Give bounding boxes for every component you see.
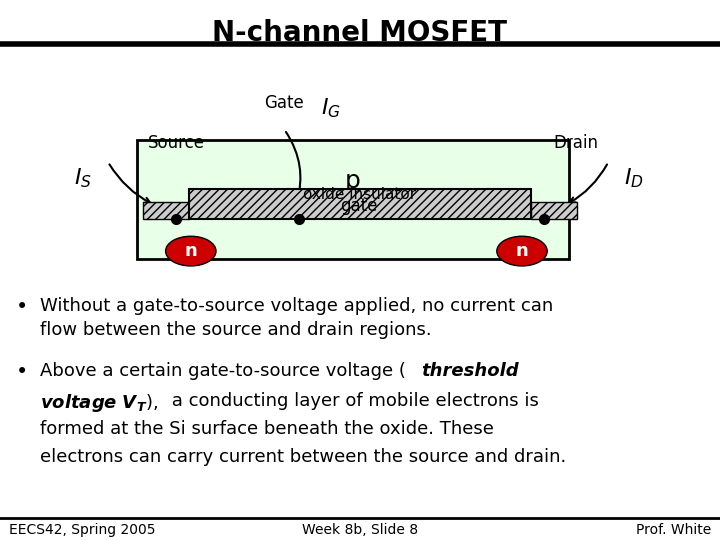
Bar [189,189,531,219]
Text: Prof. White: Prof. White [636,523,711,537]
Bar [137,140,569,259]
Text: $\bfit{voltage}\ \bfit{V_T}$),: $\bfit{voltage}\ \bfit{V_T}$), [40,392,158,414]
Text: formed at the Si surface beneath the oxide. These: formed at the Si surface beneath the oxi… [40,420,493,437]
Text: n: n [516,242,528,260]
Ellipse shape [166,236,216,266]
Text: p: p [345,169,361,193]
Bar [531,202,577,219]
Text: EECS42, Spring 2005: EECS42, Spring 2005 [9,523,155,537]
Text: a conducting layer of mobile electrons is: a conducting layer of mobile electrons i… [166,392,539,409]
Text: electrons can carry current between the source and drain.: electrons can carry current between the … [40,448,566,465]
Text: threshold: threshold [421,362,519,380]
Text: Without a gate-to-source voltage applied, no current can
flow between the source: Without a gate-to-source voltage applied… [40,297,553,339]
Ellipse shape [497,236,547,266]
Text: $I_G$: $I_G$ [321,96,341,120]
Text: gate: gate [341,197,378,215]
Text: $I_D$: $I_D$ [624,166,644,190]
Text: Gate: Gate [264,93,305,112]
Bar [143,202,189,219]
Text: Source: Source [148,134,205,152]
Text: Week 8b, Slide 8: Week 8b, Slide 8 [302,523,418,537]
Text: Above a certain gate-to-source voltage (: Above a certain gate-to-source voltage ( [40,362,409,380]
Text: Drain: Drain [554,134,598,152]
Text: N-channel MOSFET: N-channel MOSFET [212,19,508,47]
Text: oxide insulator: oxide insulator [302,187,416,202]
Text: n: n [184,242,197,260]
Text: $I_S$: $I_S$ [74,166,91,190]
Text: •: • [16,297,28,317]
Text: •: • [16,362,28,382]
